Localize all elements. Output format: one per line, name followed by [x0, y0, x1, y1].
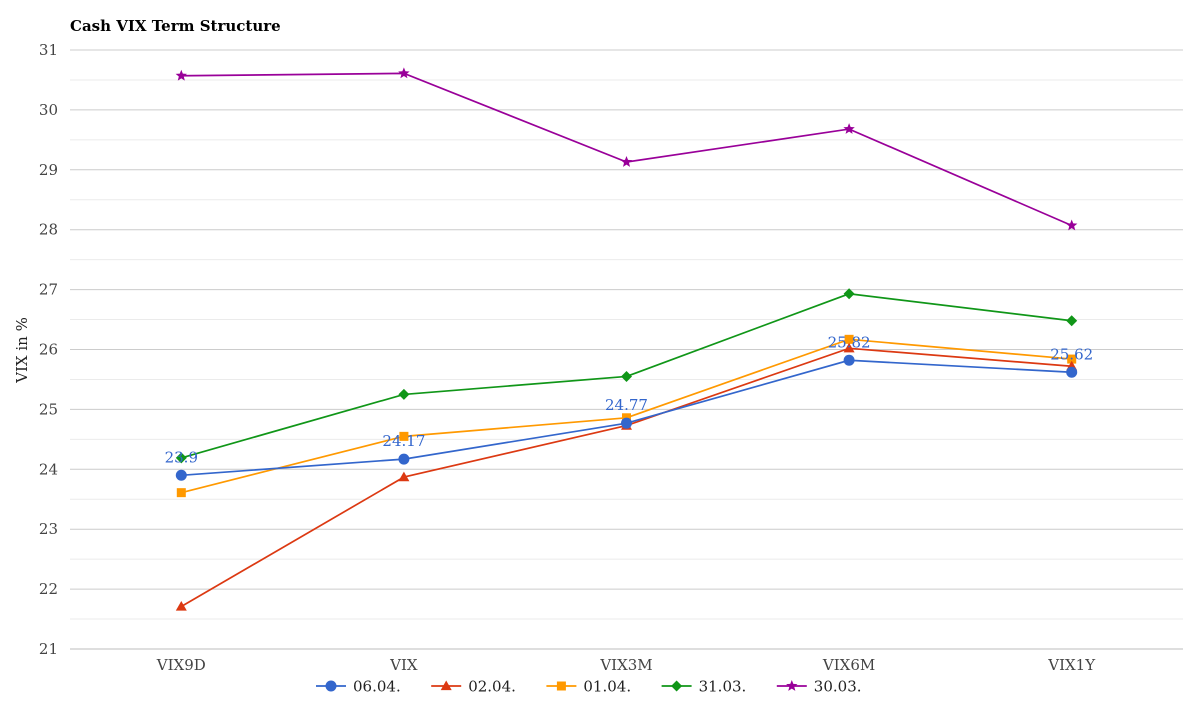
data-point	[398, 453, 410, 465]
data-point	[843, 354, 855, 366]
data-point	[621, 370, 632, 382]
series-01-04	[176, 334, 1077, 498]
y-tick-label: 29	[39, 161, 58, 179]
legend-item: 01.04.	[546, 678, 631, 696]
data-point	[1066, 315, 1078, 327]
y-tick-label: 30	[39, 101, 58, 119]
data-label: 24.77	[605, 396, 648, 414]
data-point	[175, 600, 187, 611]
y-axis-ticks: 21 22 23 24 25 26 27 28 29 30 31	[39, 41, 58, 658]
y-tick-label: 27	[39, 281, 58, 299]
y-tick-label: 28	[39, 221, 58, 239]
x-tick-label: VIX1Y	[1047, 656, 1096, 674]
legend-label: 01.04.	[583, 678, 631, 696]
y-tick-label: 21	[39, 640, 58, 658]
data-label: 25.62	[1050, 345, 1093, 363]
series-02-04	[175, 342, 1078, 611]
legend-label: 02.04.	[468, 678, 516, 696]
data-point	[843, 288, 855, 300]
data-labels: 23.9 24.17 24.77 25.82 25.62	[165, 333, 1094, 466]
y-tick-label: 22	[39, 580, 58, 598]
series-group	[175, 67, 1078, 611]
legend-item: 02.04.	[431, 678, 516, 696]
y-axis-label: VIX in %	[13, 317, 31, 384]
legend-marker	[440, 680, 452, 691]
data-point	[175, 452, 187, 464]
chart-title: Cash VIX Term Structure	[70, 17, 281, 35]
data-point	[843, 123, 855, 134]
data-point	[175, 69, 188, 81]
legend: 06.04. 02.04. 01.04. 31.03. 30.03.	[316, 678, 862, 696]
data-point	[398, 471, 410, 482]
data-point	[1066, 366, 1078, 378]
data-point	[1067, 354, 1077, 364]
data-point	[843, 342, 855, 353]
legend-label: 31.03.	[699, 678, 747, 696]
data-point	[398, 67, 410, 79]
x-tick-label: VIX9D	[156, 656, 206, 674]
legend-label: 30.03.	[814, 678, 862, 696]
series-06-04	[175, 354, 1078, 481]
series-31-03	[175, 288, 1078, 464]
data-point	[399, 431, 409, 441]
series-line	[180, 347, 1072, 608]
series-line	[181, 72, 1073, 227]
legend-item: 30.03.	[776, 678, 862, 696]
data-label: 24.17	[382, 432, 425, 450]
data-point	[175, 469, 187, 481]
legend-marker	[786, 680, 798, 691]
grid	[70, 49, 1183, 650]
series-30-03	[175, 67, 1078, 231]
y-tick-label: 24	[39, 460, 58, 478]
legend-marker	[556, 681, 566, 691]
y-tick-label: 26	[39, 341, 58, 359]
data-point	[1065, 219, 1078, 231]
data-point	[844, 334, 854, 344]
data-label: 25.82	[828, 333, 871, 351]
data-point	[176, 488, 186, 498]
legend-item: 31.03.	[661, 678, 747, 696]
data-point	[398, 388, 410, 400]
x-tick-label: VIX	[389, 656, 418, 674]
legend-marker	[325, 680, 337, 692]
x-tick-label: VIX6M	[822, 656, 875, 674]
legend-label: 06.04.	[353, 678, 401, 696]
y-tick-label: 25	[39, 400, 58, 418]
x-tick-label: VIX3M	[599, 656, 652, 674]
legend-marker	[671, 680, 683, 692]
data-point	[621, 417, 632, 429]
data-label: 23.9	[165, 448, 198, 466]
x-axis-ticks: VIX9D VIX VIX3M VIX6M VIX1Y	[156, 656, 1096, 674]
legend-item: 06.04.	[316, 678, 401, 696]
y-tick-label: 31	[39, 41, 58, 59]
data-point	[620, 156, 633, 167]
y-tick-label: 23	[39, 520, 58, 538]
